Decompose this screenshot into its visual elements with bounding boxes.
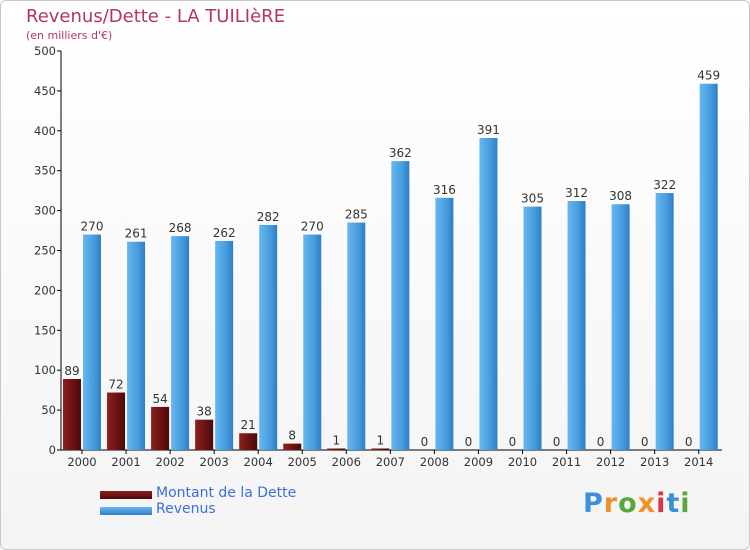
revenue-bar	[567, 201, 586, 450]
revenue-bar	[127, 241, 146, 450]
revenue-bar	[523, 206, 542, 450]
y-tick-label: 50	[41, 403, 56, 417]
revenue-value-label: 261	[125, 227, 148, 241]
debt-value-label: 0	[597, 435, 605, 449]
x-tick-label: 2014	[684, 455, 713, 469]
logo-letter: P	[583, 488, 604, 519]
debt-value-label: 0	[553, 435, 561, 449]
debt-bar	[327, 448, 346, 450]
revenue-bar	[303, 234, 322, 450]
debt-value-label: 1	[377, 434, 385, 448]
legend-swatch-debt	[100, 491, 152, 499]
debt-value-label: 0	[685, 435, 693, 449]
x-tick-label: 2002	[155, 455, 184, 469]
y-tick-label: 450	[34, 84, 56, 98]
debt-value-label: 0	[421, 435, 429, 449]
debt-value-label: 72	[108, 378, 123, 392]
logo-letter: x	[637, 488, 657, 519]
logo-letter: i	[680, 488, 691, 519]
debt-value-label: 0	[509, 435, 517, 449]
debt-value-label: 1	[332, 434, 340, 448]
revenue-value-label: 312	[565, 186, 588, 200]
revenue-bar	[699, 83, 718, 450]
x-tick-label: 2009	[464, 455, 493, 469]
y-tick-label: 0	[49, 443, 56, 457]
logo-letter: o	[618, 488, 638, 519]
chart-subtitle: (en milliers d'€)	[26, 29, 113, 42]
debt-value-label: 0	[465, 435, 473, 449]
debt-bar	[239, 433, 258, 450]
x-tick-label: 2007	[376, 455, 405, 469]
revenue-value-label: 262	[213, 226, 236, 240]
debt-value-label: 0	[641, 435, 649, 449]
debt-value-label: 54	[152, 392, 167, 406]
revenue-value-label: 268	[169, 221, 192, 235]
x-tick-label: 2008	[420, 455, 449, 469]
debt-value-label: 8	[288, 429, 296, 443]
logo-letter: r	[603, 488, 619, 519]
revenue-bar	[435, 197, 454, 450]
revenue-value-label: 270	[81, 220, 104, 234]
legend-swatch-revenue	[100, 507, 152, 515]
debt-bar	[195, 419, 214, 450]
debt-bar	[371, 448, 390, 450]
revenue-bar	[259, 224, 278, 450]
chart-title: Revenus/Dette - LA TUILIèRE	[26, 6, 286, 27]
legend-label-debt: Montant de la Dette	[156, 485, 297, 501]
x-tick-label: 2000	[67, 455, 96, 469]
debt-bar	[63, 378, 81, 450]
debt-value-label: 38	[197, 405, 212, 419]
revenue-value-label: 308	[609, 189, 632, 203]
revenue-value-label: 282	[257, 210, 280, 224]
revenue-bar	[611, 204, 630, 450]
logo-letter: t	[666, 488, 681, 519]
revenue-value-label: 322	[653, 178, 676, 192]
x-tick-label: 2001	[111, 455, 140, 469]
revenue-bar	[479, 137, 498, 450]
revenue-bar	[655, 193, 674, 450]
debt-bar	[107, 392, 126, 450]
revenue-bar	[171, 236, 190, 450]
revenue-value-label: 285	[345, 208, 368, 222]
legend-label-revenue: Revenus	[156, 501, 216, 517]
revenue-value-label: 316	[433, 183, 456, 197]
debt-bar	[283, 443, 302, 450]
y-tick-label: 150	[34, 323, 56, 337]
revenue-value-label: 459	[697, 69, 720, 83]
x-tick-label: 2010	[508, 455, 537, 469]
x-tick-label: 2003	[200, 455, 229, 469]
x-tick-label: 2011	[552, 455, 581, 469]
debt-value-label: 21	[241, 418, 256, 432]
y-tick-label: 200	[34, 283, 56, 297]
y-tick-label: 350	[34, 164, 56, 178]
y-tick-label: 500	[34, 44, 56, 58]
revenue-bar	[347, 222, 366, 450]
debt-value-label: 89	[64, 364, 79, 378]
revenue-value-label: 305	[521, 192, 544, 206]
revenue-bar	[391, 161, 410, 450]
x-tick-label: 2013	[640, 455, 669, 469]
x-tick-label: 2004	[244, 455, 273, 469]
revenue-value-label: 362	[389, 146, 412, 160]
revenue-bar	[215, 240, 234, 450]
revenue-bar	[83, 234, 101, 450]
y-tick-label: 250	[34, 244, 56, 258]
proxiti-logo: Proxiti	[583, 488, 691, 519]
x-tick-label: 2005	[288, 455, 317, 469]
y-tick-label: 400	[34, 124, 56, 138]
y-tick-label: 300	[34, 204, 56, 218]
y-tick-label: 100	[34, 363, 56, 377]
x-tick-label: 2012	[596, 455, 625, 469]
revenue-value-label: 391	[477, 123, 500, 137]
logo-letter: i	[656, 488, 667, 519]
x-tick-label: 2006	[332, 455, 361, 469]
debt-bar	[151, 406, 170, 450]
revenue-value-label: 270	[301, 220, 324, 234]
